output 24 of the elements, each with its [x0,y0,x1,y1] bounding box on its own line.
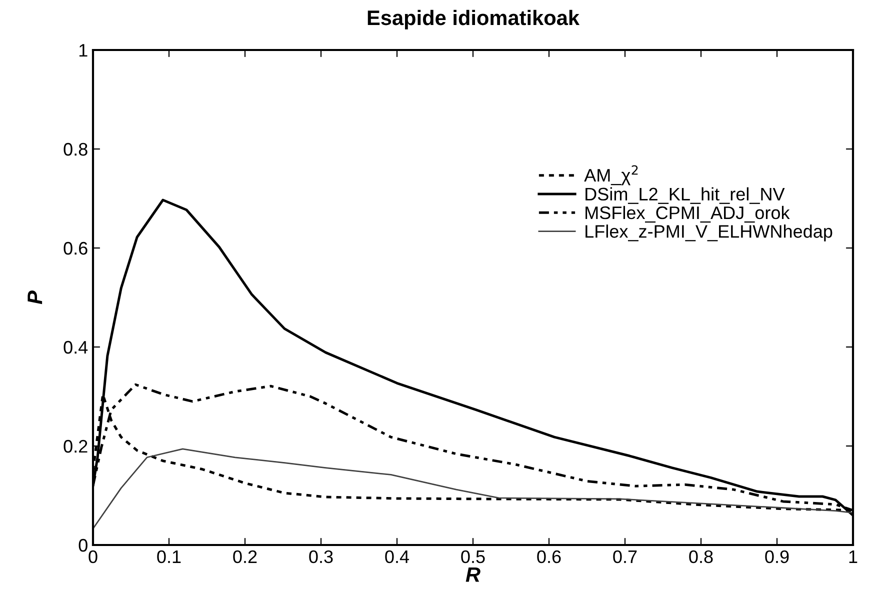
x-tick-label: 0.9 [765,550,789,564]
y-tick-label: 0 [78,538,88,552]
x-axis-title: R [466,567,480,582]
y-tick-label: 0.8 [64,142,88,156]
x-tick-label: 0.5 [461,550,485,564]
x-tick-label: 0.6 [537,550,561,564]
legend-label: LFlex_z-PMI_V_ELHWNhedap [586,224,832,242]
chart-title: Esapide idiomatikoak [368,10,580,30]
x-tick-label: 0 [88,550,98,564]
legend-label: AM_χ$^{2}$ [584,165,638,186]
x-tick-label: 0.8 [689,550,713,564]
x-tick-label: 0.3 [309,550,333,564]
y-axis-title: P [28,290,42,304]
x-tick-label: 0.7 [613,550,637,564]
y-tick-label: 0.6 [64,242,88,255]
x-tick-label: 0.1 [157,550,181,564]
x-tick-label: 0.4 [385,550,410,564]
legend-label: MSFlex_CPMI_ADJ_orok [586,206,790,223]
y-tick-label: 0.4 [64,340,88,354]
y-tick-label: 0.2 [64,440,88,453]
y-tick-label: 1 [79,44,88,57]
x-tick-label: 0.2 [233,550,257,564]
x-tick-label: 1 [849,550,858,563]
legend-label: DSim_L2_KL_hit_rel_NV [586,187,785,204]
